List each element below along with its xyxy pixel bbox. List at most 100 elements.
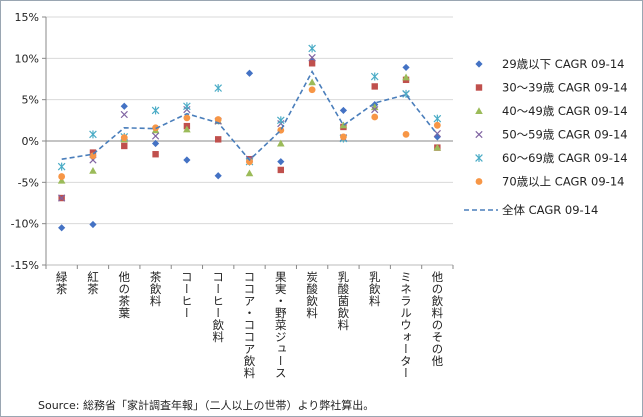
- x-category-label: 乳酸菌飲料: [336, 271, 350, 331]
- data-point: [246, 158, 253, 166]
- data-point: [308, 53, 316, 62]
- legend: 29歳以下 CAGR 09-14 30～39歳 CAGR 09-14 40～49歳 …: [464, 57, 628, 217]
- source-note: Source: 総務省「家計調査年報」（二人以上の世帯）より弊社算出。: [38, 399, 375, 412]
- data-point: [370, 72, 379, 81]
- data-point: [183, 102, 191, 111]
- legend-label: 70歳以上 CAGR 09-14: [502, 175, 624, 189]
- data-point: [152, 151, 159, 158]
- data-point: [433, 133, 441, 141]
- data-point: [276, 116, 285, 125]
- data-point: [433, 114, 442, 123]
- data-point: [58, 194, 66, 202]
- data-point: [89, 152, 97, 160]
- data-point: [308, 78, 316, 86]
- data-point: [371, 105, 379, 114]
- data-point: [308, 86, 316, 94]
- legend-item: 30～39歳 CAGR 09-14: [475, 81, 628, 95]
- legend-item: 40～49歳 CAGR 09-14: [475, 104, 628, 118]
- y-tick-label: 15%: [15, 11, 39, 24]
- data-point: [121, 142, 128, 150]
- data-point: [183, 114, 191, 122]
- legend-item: 70歳以上 CAGR 09-14: [475, 175, 624, 189]
- data-point: [183, 156, 191, 164]
- chart-svg: -15% -10% -5% 0% 5% 10% 15% 緑茶 紅茶 他の茶葉 茶飲料 コーヒー コーヒ…: [11, 11, 628, 379]
- data-point: [58, 173, 66, 180]
- x-category-label: 他の飲料のその他: [430, 271, 444, 367]
- data-point: [277, 166, 285, 174]
- data-point: [120, 110, 128, 119]
- legend-swatch: [475, 60, 483, 68]
- data-point: [402, 130, 410, 138]
- data-point: [277, 158, 285, 166]
- legend-swatch: [475, 107, 483, 114]
- data-point: [120, 134, 128, 142]
- x-category-label: 他の茶葉: [117, 271, 131, 319]
- data-point: [402, 63, 410, 72]
- x-category-label: コーヒー: [180, 271, 194, 319]
- data-point: [402, 73, 410, 81]
- legend-item: 60～69歳 CAGR 09-14: [475, 151, 628, 165]
- x-category-label: 緑茶: [55, 270, 69, 295]
- data-point: [371, 113, 379, 121]
- data-point: [214, 84, 223, 93]
- data-point: [277, 139, 285, 147]
- legend-label: 全体 CAGR 09-14: [502, 203, 598, 217]
- data-point: [57, 176, 66, 184]
- x-axis: 緑茶 紅茶 他の茶葉 茶飲料 コーヒー コーヒー飲料 ココア・ココア飲料 果実・野菜ジュース 炭…: [45, 140, 454, 379]
- data-point: [433, 143, 442, 151]
- data-point: [151, 139, 160, 148]
- data-point: [89, 166, 97, 174]
- legend-swatch: [475, 178, 483, 185]
- y-tick-label: 10%: [15, 52, 39, 65]
- data-point: [89, 130, 97, 139]
- x-category-label: 果実・野菜ジュース: [274, 271, 288, 379]
- data-point: [120, 102, 128, 110]
- data-point: [214, 136, 222, 143]
- data-points: [57, 44, 442, 232]
- y-tick-label: -5%: [18, 176, 39, 189]
- legend-swatch: [475, 130, 483, 139]
- data-point: [433, 121, 441, 129]
- data-point: [151, 132, 160, 140]
- x-category-label: ココア・ココア飲料: [243, 271, 257, 379]
- data-point: [339, 121, 348, 129]
- data-point: [245, 69, 254, 77]
- x-category-label: 紅茶: [86, 271, 100, 295]
- y-tick-label: -10%: [11, 218, 39, 231]
- x-category-label: 乳飲料: [368, 271, 382, 307]
- series-line-overall: [61, 69, 438, 162]
- data-point: [214, 172, 222, 180]
- x-category-label: ミネラルウォーター: [399, 271, 413, 379]
- data-point: [151, 106, 160, 115]
- data-point: [339, 106, 348, 115]
- data-point: [340, 133, 347, 141]
- y-tick-label: 0%: [22, 135, 39, 148]
- data-point: [371, 83, 378, 90]
- data-point: [58, 224, 66, 232]
- x-category-label: 茶飲料: [149, 271, 163, 307]
- legend-label: 40～49歳 CAGR 09-14: [502, 104, 628, 118]
- y-tick-label: -15%: [11, 259, 39, 272]
- data-point: [183, 125, 191, 133]
- legend-item: 全体 CAGR 09-14: [464, 203, 598, 217]
- legend-item: 29歳以下 CAGR 09-14: [475, 57, 624, 71]
- data-point: [214, 116, 222, 123]
- data-point: [308, 44, 316, 53]
- legend-swatch: [475, 154, 483, 162]
- legend-label: 29歳以下 CAGR 09-14: [502, 57, 624, 71]
- legend-item: 50～59歳 CAGR 09-14: [475, 128, 628, 142]
- y-axis: -15% -10% -5% 0% 5% 10% 15%: [11, 11, 47, 272]
- data-point: [89, 220, 97, 229]
- legend-label: 30～39歳 CAGR 09-14: [502, 81, 628, 95]
- y-tick-label: 5%: [22, 94, 39, 107]
- data-point: [402, 89, 410, 98]
- legend-label: 50～59歳 CAGR 09-14: [502, 128, 628, 142]
- data-point: [57, 162, 66, 171]
- x-category-label: 炭酸飲料: [305, 271, 319, 319]
- legend-label: 60～69歳 CAGR 09-14: [502, 151, 628, 165]
- data-point: [245, 169, 254, 177]
- data-point: [308, 60, 316, 67]
- legend-swatch: [475, 84, 483, 91]
- x-category-label: コーヒー飲料: [211, 271, 225, 343]
